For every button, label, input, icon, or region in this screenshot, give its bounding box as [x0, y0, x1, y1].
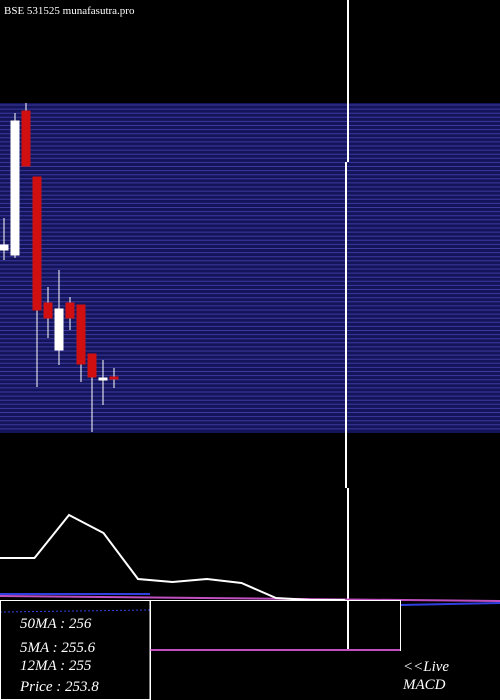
candle-body	[87, 353, 97, 378]
macd-box	[150, 600, 401, 651]
signal-dotted	[0, 609, 151, 613]
candle-body	[109, 376, 119, 380]
info-text: 5MA : 255.6	[20, 640, 96, 656]
signal-line	[399, 602, 500, 606]
candle-body	[98, 377, 108, 381]
macd-label: MACD	[402, 677, 446, 693]
candle-body	[65, 302, 75, 319]
candle-body	[21, 110, 31, 167]
info-text: Price : 253.8	[19, 679, 99, 695]
info-text: 12MA : 255	[20, 658, 92, 674]
info-text: 50MA : 256	[20, 616, 92, 632]
candle-body	[0, 244, 9, 251]
candle-body	[76, 304, 86, 365]
macd-line	[0, 595, 500, 602]
candle-body	[10, 120, 20, 256]
indicator-line	[0, 513, 345, 601]
candle-body	[43, 302, 53, 319]
chart-title: BSE 531525 munafasutra.pro	[4, 5, 135, 17]
live-label: <<Live	[403, 659, 449, 675]
candle-body	[54, 308, 64, 351]
candle-body	[32, 176, 42, 311]
